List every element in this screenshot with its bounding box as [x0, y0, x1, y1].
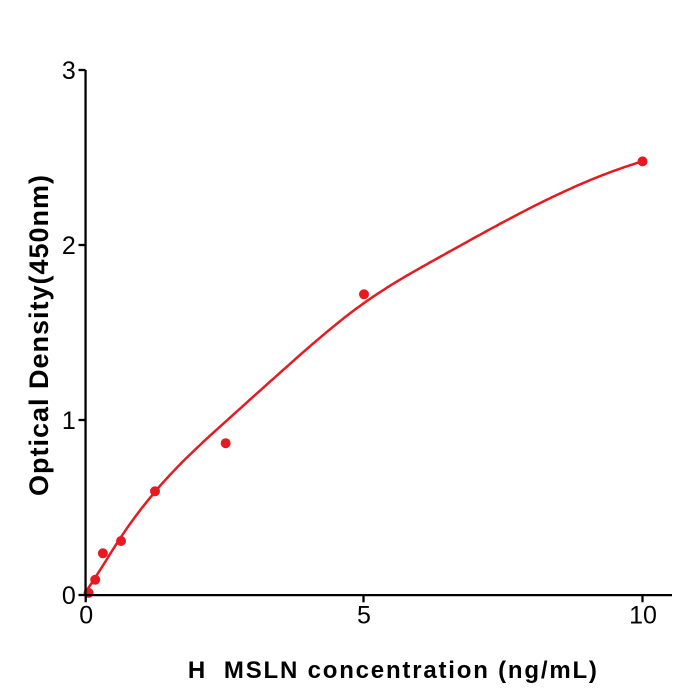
svg-text:0: 0: [79, 602, 93, 630]
svg-text:0: 0: [62, 582, 76, 610]
svg-text:H MSLN concentration (ng/mL): H MSLN concentration (ng/mL): [188, 657, 599, 684]
svg-text:10: 10: [629, 602, 657, 630]
svg-text:Optical Density(450nm): Optical Density(450nm): [24, 174, 54, 496]
svg-text:3: 3: [62, 57, 76, 85]
svg-text:2: 2: [62, 232, 76, 260]
svg-text:1: 1: [62, 407, 76, 435]
svg-text:5: 5: [357, 602, 371, 630]
